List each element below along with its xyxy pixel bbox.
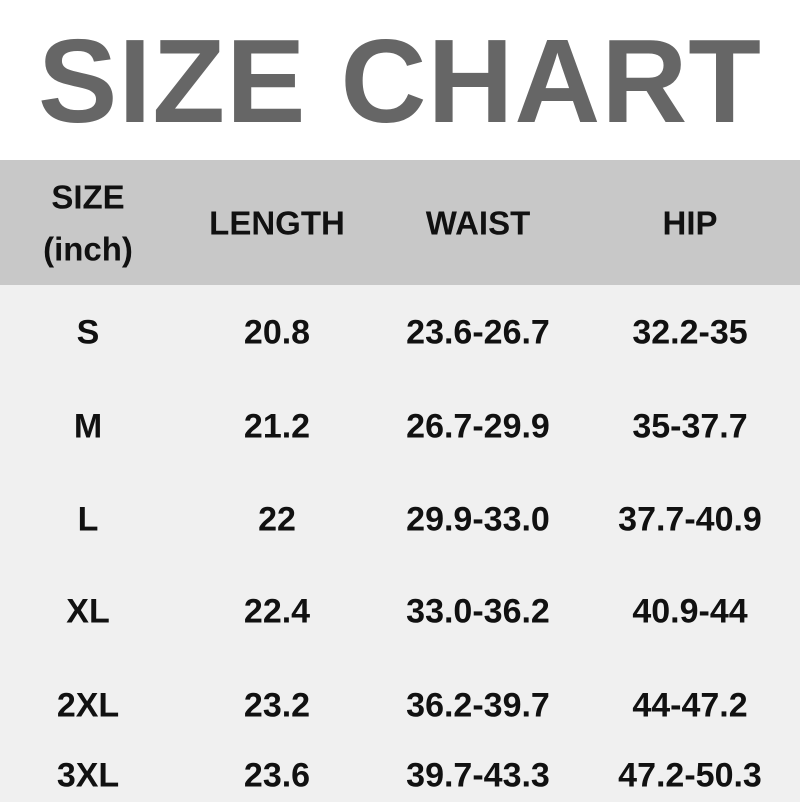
cell-hip: 32.2-35 bbox=[632, 313, 748, 352]
cell-length: 23.2 bbox=[243, 686, 311, 725]
cell-size: S bbox=[76, 313, 100, 352]
cell-waist: 26.7-29.9 bbox=[406, 407, 550, 446]
header-length: LENGTH bbox=[209, 204, 345, 242]
cell-size: L bbox=[77, 500, 99, 539]
cell-waist: 23.6-26.7 bbox=[406, 313, 550, 352]
cell-waist: 33.0-36.2 bbox=[406, 592, 550, 631]
cell-size: XL bbox=[66, 592, 110, 631]
cell-hip: 40.9-44 bbox=[632, 592, 748, 631]
page-title: SIZE CHART bbox=[38, 15, 762, 148]
cell-length: 20.8 bbox=[243, 313, 311, 352]
cell-hip: 44-47.2 bbox=[632, 686, 748, 725]
cell-size: 2XL bbox=[56, 686, 120, 725]
cell-waist: 29.9-33.0 bbox=[406, 500, 550, 539]
header-size-unit: (inch) bbox=[43, 230, 133, 268]
title-band: SIZE CHART bbox=[0, 0, 800, 160]
cell-waist: 36.2-39.7 bbox=[406, 686, 550, 725]
cell-length: 23.6 bbox=[243, 756, 311, 795]
cell-length: 22.4 bbox=[243, 592, 311, 631]
cell-waist: 39.7-43.3 bbox=[406, 756, 550, 795]
cell-hip: 35-37.7 bbox=[632, 407, 748, 446]
cell-length: 21.2 bbox=[243, 407, 311, 446]
header-waist: WAIST bbox=[425, 204, 531, 242]
cell-hip: 47.2-50.3 bbox=[618, 756, 762, 795]
cell-length: 22 bbox=[258, 500, 296, 539]
header-hip: HIP bbox=[662, 204, 718, 242]
header-size: SIZE bbox=[51, 178, 125, 216]
cell-size: M bbox=[73, 407, 103, 446]
cell-hip: 37.7-40.9 bbox=[618, 500, 762, 539]
cell-size: 3XL bbox=[56, 756, 120, 795]
table-header bbox=[0, 160, 800, 285]
